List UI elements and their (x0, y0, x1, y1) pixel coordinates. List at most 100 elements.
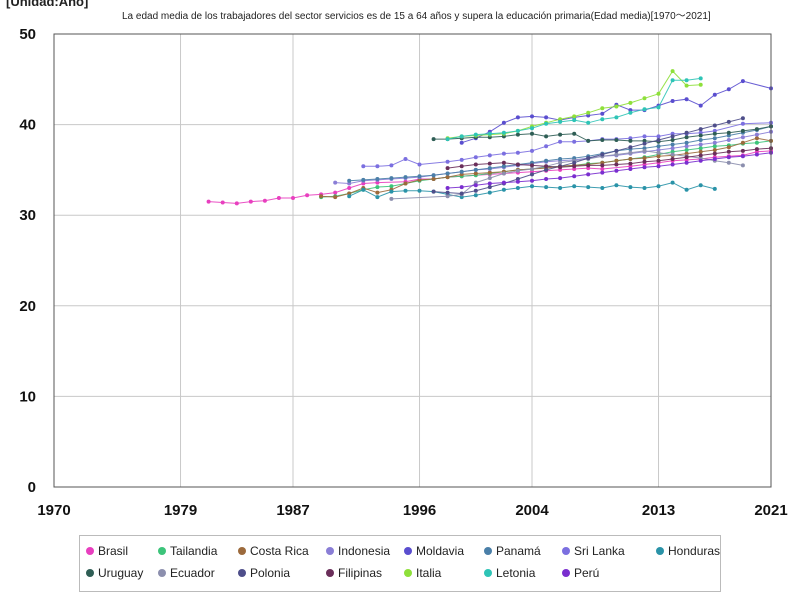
data-point (206, 199, 211, 204)
data-point (319, 194, 324, 199)
x-tick-label: 2013 (642, 502, 675, 519)
data-point (473, 155, 478, 160)
data-point (515, 168, 520, 173)
data-point (656, 91, 661, 96)
data-point (417, 177, 422, 182)
legend-label: Indonesia (338, 544, 391, 558)
legend-swatch (158, 568, 166, 577)
data-point (530, 172, 534, 177)
data-point (698, 138, 703, 142)
y-tick-label: 30 (19, 207, 36, 224)
data-point (642, 165, 647, 170)
data-point (403, 188, 408, 193)
data-point (347, 194, 352, 199)
data-point (740, 116, 745, 121)
data-point (698, 76, 703, 81)
data-point (403, 157, 408, 161)
y-tick-label: 40 (19, 117, 36, 134)
data-point (459, 164, 464, 169)
data-point (572, 184, 577, 189)
data-point (614, 183, 619, 188)
data-point (684, 160, 689, 165)
data-point (586, 163, 591, 168)
data-point (515, 115, 520, 120)
data-point (375, 185, 380, 190)
data-point (572, 174, 577, 179)
data-point (670, 99, 675, 103)
data-point (473, 188, 478, 193)
data-point (333, 180, 338, 185)
data-point (572, 139, 577, 144)
data-point (558, 160, 563, 165)
data-point (572, 114, 577, 119)
data-point (586, 185, 591, 190)
series-line (335, 131, 772, 185)
data-point (712, 131, 717, 136)
data-point (600, 111, 605, 116)
data-point (333, 190, 338, 195)
data-point (684, 135, 689, 140)
data-point (740, 148, 745, 153)
data-point (558, 157, 563, 161)
legend-label: Brasil (98, 544, 129, 558)
legend-label: Panamá (496, 544, 541, 558)
data-point (712, 140, 717, 145)
data-point (712, 151, 717, 156)
data-point (389, 196, 394, 201)
data-point (501, 164, 506, 169)
data-point (586, 156, 591, 161)
legend-swatch (404, 546, 412, 555)
legend-swatch (326, 546, 334, 555)
data-point (684, 97, 689, 102)
legend-label: Letonia (496, 566, 536, 580)
data-point (276, 196, 281, 200)
data-point (473, 171, 478, 176)
data-point (220, 200, 225, 205)
data-point (515, 186, 520, 190)
data-point (600, 167, 605, 171)
data-point (642, 141, 647, 146)
data-point (572, 160, 577, 165)
data-point (403, 175, 408, 180)
data-point (530, 126, 534, 131)
data-point (726, 145, 731, 150)
data-point (740, 121, 745, 126)
legend-item: Moldavia (404, 544, 464, 558)
data-point (459, 185, 464, 190)
y-tick-label: 50 (19, 26, 36, 43)
data-point (459, 140, 464, 145)
legend-swatch (158, 546, 166, 555)
data-point (712, 92, 717, 97)
legend-label: Ecuador (170, 566, 215, 580)
x-tick-label: 1979 (164, 502, 197, 519)
data-point (530, 114, 534, 119)
series-italia (445, 69, 703, 141)
data-point (389, 189, 394, 194)
data-point (684, 187, 689, 192)
data-point (712, 186, 717, 191)
legend-label: Costa Rica (250, 544, 309, 558)
legend-swatch (86, 568, 94, 577)
data-point (530, 163, 534, 168)
series-letonia (445, 76, 703, 142)
data-point (614, 162, 619, 167)
data-point (670, 180, 675, 185)
data-point (726, 138, 731, 142)
data-point (712, 136, 717, 141)
data-point (628, 110, 633, 115)
data-point (754, 152, 759, 157)
data-point (642, 156, 647, 161)
y-tick-label: 20 (19, 298, 36, 315)
data-point (361, 177, 366, 182)
data-point (501, 180, 506, 185)
data-point (684, 78, 689, 83)
data-point (389, 184, 394, 189)
data-point (558, 165, 563, 170)
data-point (445, 171, 450, 176)
x-axis-ticks: 1970 1979 1987 1996 2004 2013 2021 (37, 502, 787, 519)
data-point (656, 134, 661, 139)
legend-label: Perú (574, 566, 600, 580)
data-point (670, 157, 675, 161)
data-point (487, 153, 492, 158)
data-point (347, 178, 352, 183)
